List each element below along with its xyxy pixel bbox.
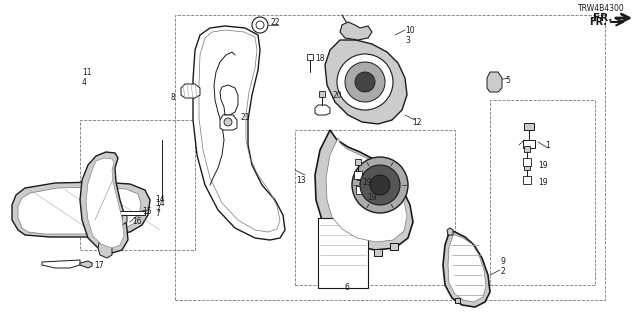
Polygon shape [98,238,112,258]
Circle shape [370,175,390,195]
Bar [175,15,605,300]
Text: 19: 19 [538,161,548,170]
Polygon shape [315,105,330,115]
Polygon shape [80,261,92,268]
Text: 1: 1 [545,140,550,149]
Text: 22: 22 [270,18,280,27]
Polygon shape [354,171,362,179]
Text: 4: 4 [82,77,87,86]
Polygon shape [523,140,535,148]
Text: 9: 9 [500,258,505,267]
Polygon shape [181,84,200,98]
Polygon shape [340,22,372,40]
Polygon shape [524,164,530,170]
Circle shape [256,21,264,29]
Text: 5: 5 [505,76,510,84]
Polygon shape [307,54,313,60]
Polygon shape [355,159,361,165]
Polygon shape [523,176,531,184]
Polygon shape [12,182,150,237]
Polygon shape [118,211,145,215]
Text: 17: 17 [94,261,104,270]
Polygon shape [356,186,364,194]
Text: 11: 11 [82,68,92,76]
Bar [295,130,455,285]
Bar [318,218,368,288]
Polygon shape [193,26,285,240]
Text: 19: 19 [367,194,376,203]
Circle shape [352,157,408,213]
Text: 13: 13 [296,175,306,185]
Text: 7: 7 [155,209,160,218]
Circle shape [252,17,268,33]
Text: 3: 3 [405,36,410,44]
Polygon shape [523,158,531,166]
Text: 14: 14 [155,196,164,204]
Polygon shape [443,230,490,307]
Polygon shape [118,215,127,225]
Text: 18: 18 [315,53,324,62]
Text: 2: 2 [500,268,505,276]
Polygon shape [357,174,363,180]
Text: 21: 21 [240,113,250,122]
Polygon shape [325,40,407,124]
Polygon shape [315,130,413,250]
Polygon shape [86,158,124,248]
Text: 6: 6 [344,284,349,292]
Text: 19: 19 [362,178,372,187]
Text: 8: 8 [170,92,175,101]
Polygon shape [524,146,530,152]
Bar [490,100,595,285]
Text: TRW4B4300: TRW4B4300 [579,4,625,12]
Text: 10: 10 [405,26,415,35]
Polygon shape [448,235,486,302]
Polygon shape [319,91,325,97]
Polygon shape [524,123,534,130]
Polygon shape [80,152,128,253]
Circle shape [360,165,400,205]
Polygon shape [487,72,502,92]
Text: FR.: FR. [589,17,607,27]
Polygon shape [390,243,398,250]
Text: 7: 7 [155,205,160,214]
Bar [80,120,195,250]
Polygon shape [447,228,453,235]
Text: 15: 15 [142,207,152,217]
Circle shape [345,62,385,102]
Text: 16: 16 [132,218,141,227]
Text: 19: 19 [538,178,548,187]
Circle shape [224,118,232,126]
Text: 20: 20 [332,91,342,100]
Circle shape [355,72,375,92]
Polygon shape [374,249,382,256]
Polygon shape [220,115,237,130]
Text: 14: 14 [155,198,164,207]
Polygon shape [42,260,80,268]
Polygon shape [326,138,407,242]
Polygon shape [18,187,141,234]
Text: 12: 12 [412,117,422,126]
Polygon shape [455,298,460,303]
Text: FR.: FR. [593,13,612,23]
Circle shape [337,54,393,110]
